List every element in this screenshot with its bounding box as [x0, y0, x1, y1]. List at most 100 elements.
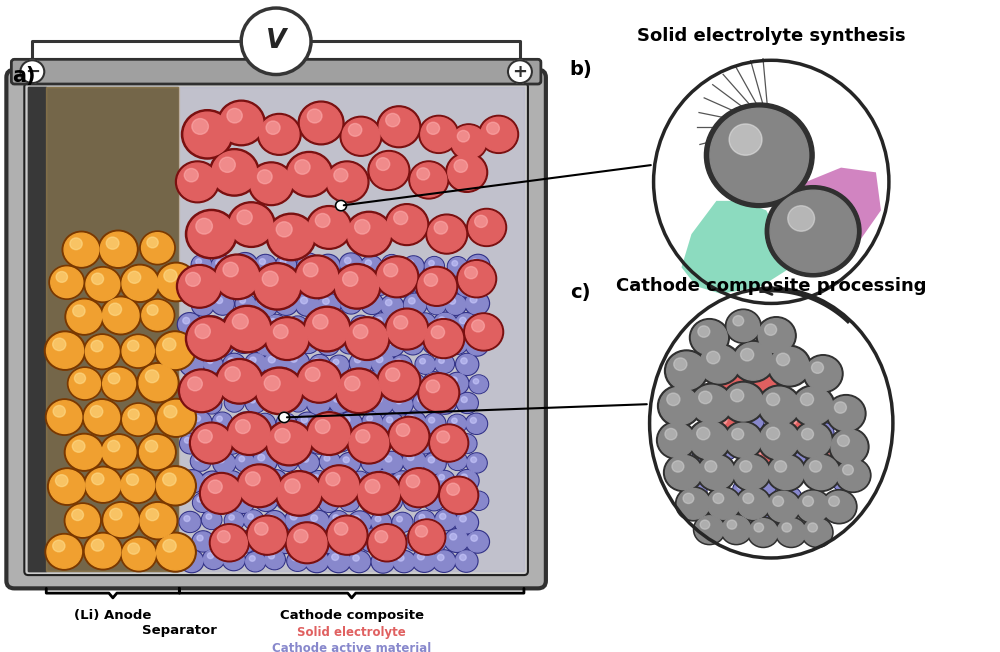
- Circle shape: [349, 512, 370, 533]
- Circle shape: [250, 357, 256, 363]
- Circle shape: [308, 208, 350, 247]
- Circle shape: [91, 340, 103, 351]
- Circle shape: [205, 476, 212, 482]
- Circle shape: [702, 419, 721, 437]
- Circle shape: [341, 294, 361, 313]
- Circle shape: [251, 164, 292, 203]
- Circle shape: [469, 491, 489, 511]
- Circle shape: [259, 299, 266, 305]
- Circle shape: [221, 433, 243, 454]
- Text: Cathode composite: Cathode composite: [280, 609, 424, 622]
- Circle shape: [82, 399, 122, 436]
- Circle shape: [303, 338, 309, 343]
- Circle shape: [193, 532, 213, 551]
- Circle shape: [785, 491, 791, 497]
- Circle shape: [184, 168, 198, 182]
- Circle shape: [381, 492, 402, 511]
- Circle shape: [345, 297, 351, 303]
- Circle shape: [344, 536, 350, 541]
- Circle shape: [425, 321, 463, 357]
- Circle shape: [396, 424, 410, 436]
- Circle shape: [190, 412, 211, 432]
- Circle shape: [232, 332, 255, 353]
- Circle shape: [430, 536, 436, 541]
- Circle shape: [797, 492, 829, 522]
- Circle shape: [306, 205, 352, 249]
- Circle shape: [362, 493, 382, 512]
- Circle shape: [298, 452, 319, 473]
- Circle shape: [235, 453, 254, 471]
- Circle shape: [234, 254, 256, 275]
- Circle shape: [334, 168, 348, 182]
- Circle shape: [369, 526, 405, 560]
- Circle shape: [300, 297, 308, 304]
- Circle shape: [325, 161, 369, 203]
- Circle shape: [770, 408, 776, 413]
- Circle shape: [298, 531, 319, 551]
- Circle shape: [254, 333, 279, 356]
- Circle shape: [708, 366, 744, 400]
- Circle shape: [387, 417, 393, 422]
- Circle shape: [832, 435, 850, 453]
- Circle shape: [336, 200, 347, 211]
- Circle shape: [751, 509, 771, 527]
- Circle shape: [353, 325, 368, 338]
- Circle shape: [199, 473, 243, 514]
- Circle shape: [302, 535, 308, 541]
- Circle shape: [306, 411, 352, 455]
- Circle shape: [164, 406, 177, 418]
- Circle shape: [385, 308, 429, 350]
- Circle shape: [470, 376, 488, 393]
- Circle shape: [693, 447, 713, 466]
- Circle shape: [339, 492, 360, 512]
- Circle shape: [398, 467, 440, 508]
- Circle shape: [431, 300, 436, 305]
- Circle shape: [383, 414, 403, 433]
- Circle shape: [146, 509, 159, 521]
- Circle shape: [230, 204, 273, 245]
- Circle shape: [270, 318, 276, 324]
- Circle shape: [440, 437, 446, 443]
- Circle shape: [44, 331, 86, 370]
- Circle shape: [353, 555, 359, 561]
- Circle shape: [206, 399, 212, 404]
- Circle shape: [408, 519, 446, 555]
- Circle shape: [200, 273, 222, 295]
- Circle shape: [340, 532, 360, 552]
- Circle shape: [103, 368, 135, 400]
- Circle shape: [461, 396, 467, 402]
- Circle shape: [392, 394, 412, 414]
- Circle shape: [312, 396, 319, 403]
- Circle shape: [448, 415, 466, 432]
- Circle shape: [122, 266, 158, 301]
- Circle shape: [409, 535, 415, 541]
- Circle shape: [185, 554, 192, 561]
- Circle shape: [55, 475, 68, 486]
- Circle shape: [309, 355, 330, 374]
- Circle shape: [429, 417, 435, 423]
- Circle shape: [385, 532, 403, 550]
- Circle shape: [766, 404, 786, 423]
- Circle shape: [356, 430, 370, 443]
- Circle shape: [470, 492, 488, 509]
- Circle shape: [84, 466, 122, 503]
- Circle shape: [84, 401, 120, 434]
- Circle shape: [392, 275, 414, 296]
- Circle shape: [239, 466, 280, 505]
- Circle shape: [743, 494, 754, 503]
- Circle shape: [264, 432, 285, 451]
- Circle shape: [460, 278, 467, 285]
- Circle shape: [415, 526, 428, 537]
- Circle shape: [180, 512, 200, 531]
- Circle shape: [354, 475, 360, 481]
- Circle shape: [227, 280, 233, 286]
- Circle shape: [385, 377, 392, 383]
- Circle shape: [147, 237, 158, 248]
- Circle shape: [316, 254, 340, 278]
- Circle shape: [226, 437, 232, 443]
- Circle shape: [185, 396, 191, 402]
- Circle shape: [184, 437, 190, 443]
- Circle shape: [391, 314, 413, 335]
- Circle shape: [329, 473, 350, 492]
- Circle shape: [375, 531, 388, 542]
